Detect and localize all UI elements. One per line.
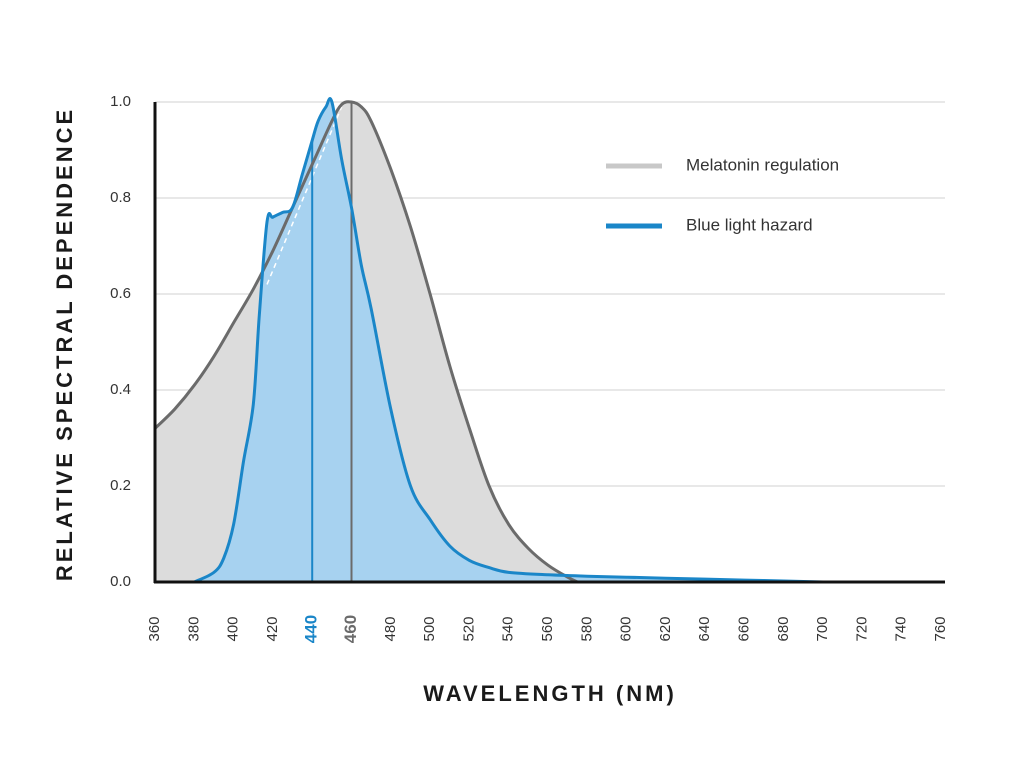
x-tick-label: 540 xyxy=(500,616,517,641)
y-tick-label: 0.4 xyxy=(110,381,131,398)
line-blue-light xyxy=(193,97,824,584)
x-tick-label: 580 xyxy=(578,616,595,641)
x-tick-label: 660 xyxy=(735,616,752,641)
x-tick-label: 520 xyxy=(460,616,477,641)
y-axis-title: RELATIVE SPECTRAL DEPENDENCE xyxy=(52,107,77,581)
y-tick-label: 0.0 xyxy=(110,573,131,590)
x-tick-label: 440 xyxy=(302,615,321,643)
x-axis-title: WAVELENGTH (NM) xyxy=(423,681,677,706)
x-tick-label: 460 xyxy=(341,615,360,643)
y-tick-label: 0.6 xyxy=(110,285,131,302)
legend: Melatonin regulation Blue light hazard xyxy=(606,155,839,234)
y-tick-label: 0.8 xyxy=(110,189,131,206)
series-lines xyxy=(153,97,824,584)
x-tick-label: 760 xyxy=(932,616,949,641)
x-tick-label: 400 xyxy=(225,616,242,641)
legend-label-blue-light: Blue light hazard xyxy=(686,215,813,234)
x-tick-labels: 360 380 400 420 440 460 480 500 520 540 560 580 600 6… xyxy=(146,615,949,643)
x-tick-label: 380 xyxy=(185,616,202,641)
x-tick-label: 420 xyxy=(264,616,281,641)
axes xyxy=(153,102,945,584)
y-tick-label: 0.2 xyxy=(110,477,131,494)
x-tick-label: 600 xyxy=(618,616,635,641)
x-tick-label: 680 xyxy=(775,616,792,641)
x-tick-label: 740 xyxy=(893,616,910,641)
x-tick-label: 700 xyxy=(814,616,831,641)
x-tick-label: 720 xyxy=(853,616,870,641)
x-tick-label: 560 xyxy=(539,616,556,641)
y-tick-labels: 0.0 0.2 0.4 0.6 0.8 1.0 xyxy=(110,93,131,590)
legend-label-melatonin: Melatonin regulation xyxy=(686,155,839,174)
x-tick-label: 360 xyxy=(146,616,163,641)
line-melatonin xyxy=(153,100,579,584)
x-tick-label: 500 xyxy=(421,616,438,641)
x-tick-label: 620 xyxy=(657,616,674,641)
annotations xyxy=(266,102,353,582)
x-tick-label: 640 xyxy=(696,616,713,641)
y-tick-label: 1.0 xyxy=(110,93,131,110)
x-tick-label: 480 xyxy=(382,616,399,641)
